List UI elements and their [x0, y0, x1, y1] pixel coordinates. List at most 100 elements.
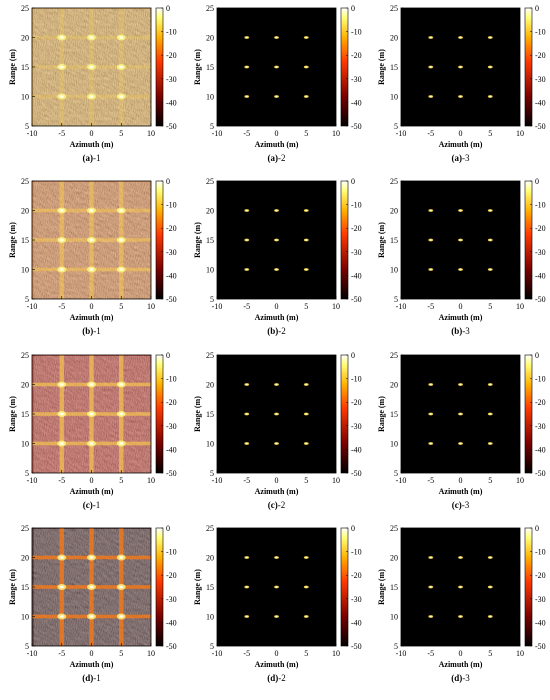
caption-letter: (c): [452, 500, 462, 510]
colorbar-tick-label: -40: [166, 618, 177, 627]
point-target: [89, 412, 94, 416]
y-tick-label: 25: [206, 177, 214, 186]
y-tick-label: 5: [210, 469, 214, 478]
panel-caption: (a)-2: [268, 153, 286, 163]
x-tick-label: 5: [304, 302, 308, 311]
point-target: [459, 413, 462, 415]
point-target: [305, 268, 308, 271]
y-tick-label: 25: [206, 351, 214, 360]
colorbar-tick-label: -50: [535, 122, 546, 131]
y-axis-label: Range (m): [8, 49, 17, 85]
x-tick-label: 0: [459, 302, 463, 311]
colorbar-tick-label: -10: [351, 548, 362, 557]
point-target: [245, 36, 248, 39]
point-target: [275, 239, 278, 241]
colorbar-tick-label: -10: [166, 28, 177, 37]
colorbar-tick-label: 0: [351, 4, 355, 13]
colorbar-tick-label: 0: [535, 177, 539, 186]
point-target: [89, 615, 94, 618]
y-tick-label: 20: [206, 207, 214, 216]
y-tick-label: 25: [21, 177, 29, 186]
x-tick-label: -5: [427, 302, 434, 311]
y-tick-label: 10: [390, 266, 398, 275]
x-tick-label: 0: [275, 476, 279, 485]
point-target: [119, 65, 124, 69]
image-area: [401, 181, 520, 299]
x-tick-label: 5: [119, 302, 123, 311]
y-tick-label: 20: [390, 207, 398, 216]
y-tick-label: 5: [25, 295, 29, 304]
point-target: [305, 95, 308, 98]
x-tick-label: -10: [27, 649, 38, 658]
x-axis-label: Azimuth (m): [439, 313, 483, 322]
caption-letter: (d): [82, 673, 93, 683]
point-target: [59, 615, 64, 618]
colorbar-tick-label: -10: [351, 28, 362, 37]
point-target: [489, 239, 492, 241]
point-target: [459, 209, 462, 212]
point-target: [429, 66, 432, 68]
y-tick-label: 10: [21, 440, 29, 449]
caption-suffix: -3: [462, 500, 470, 510]
point-target: [59, 412, 64, 416]
x-tick-label: -10: [396, 476, 407, 485]
point-target: [459, 268, 462, 271]
x-axis-label: Azimuth (m): [70, 140, 114, 149]
x-tick-label: 0: [459, 129, 463, 138]
colorbar-tick-label: -40: [535, 618, 546, 627]
y-tick-label: 5: [394, 642, 398, 651]
y-tick-label: 10: [206, 93, 214, 102]
x-tick-label: 10: [147, 129, 155, 138]
x-axis-label: Azimuth (m): [439, 487, 483, 496]
x-tick-label: -5: [427, 649, 434, 658]
point-target: [489, 209, 492, 212]
point-target: [429, 209, 432, 212]
point-target: [89, 238, 94, 242]
x-tick-label: 5: [488, 476, 492, 485]
y-tick-label: 10: [21, 266, 29, 275]
point-target: [459, 36, 462, 39]
x-tick-label: 5: [304, 649, 308, 658]
y-tick-label: 15: [206, 236, 214, 245]
colorbar-tick-label: -40: [351, 98, 362, 107]
point-target: [89, 442, 94, 445]
point-target: [489, 95, 492, 98]
colorbar-tick-label: -20: [166, 51, 177, 60]
x-tick-label: 0: [459, 476, 463, 485]
x-tick-label: -10: [212, 129, 223, 138]
image-area: [401, 355, 520, 473]
colorbar-tick-label: -40: [351, 445, 362, 454]
y-tick-label: 15: [390, 410, 398, 419]
point-target: [119, 238, 124, 242]
caption-letter: (a): [83, 153, 94, 163]
point-target: [245, 268, 248, 271]
point-target: [459, 383, 462, 386]
y-axis-label: Range (m): [193, 569, 202, 605]
point-target: [489, 556, 492, 559]
point-target: [119, 95, 124, 98]
y-tick-label: 15: [21, 583, 29, 592]
colorbar: [524, 354, 533, 474]
y-tick-label: 15: [390, 63, 398, 72]
y-axis-label: Range (m): [377, 569, 386, 605]
x-axis-label: Azimuth (m): [255, 313, 299, 322]
point-target: [59, 238, 64, 242]
colorbar-tick-label: -50: [351, 295, 362, 304]
caption-suffix: -1: [93, 153, 101, 163]
point-target: [89, 268, 94, 271]
point-target: [89, 65, 94, 69]
colorbar-tick-label: 0: [535, 351, 539, 360]
image-area: [32, 355, 151, 473]
x-tick-label: 0: [275, 129, 279, 138]
point-target: [119, 585, 124, 589]
colorbar-tick-label: -30: [166, 422, 177, 431]
caption-suffix: -1: [93, 326, 101, 336]
point-target: [89, 209, 94, 212]
point-target: [245, 615, 248, 618]
colorbar-tick-label: -40: [166, 271, 177, 280]
x-tick-label: 0: [275, 302, 279, 311]
y-tick-label: 5: [25, 122, 29, 131]
